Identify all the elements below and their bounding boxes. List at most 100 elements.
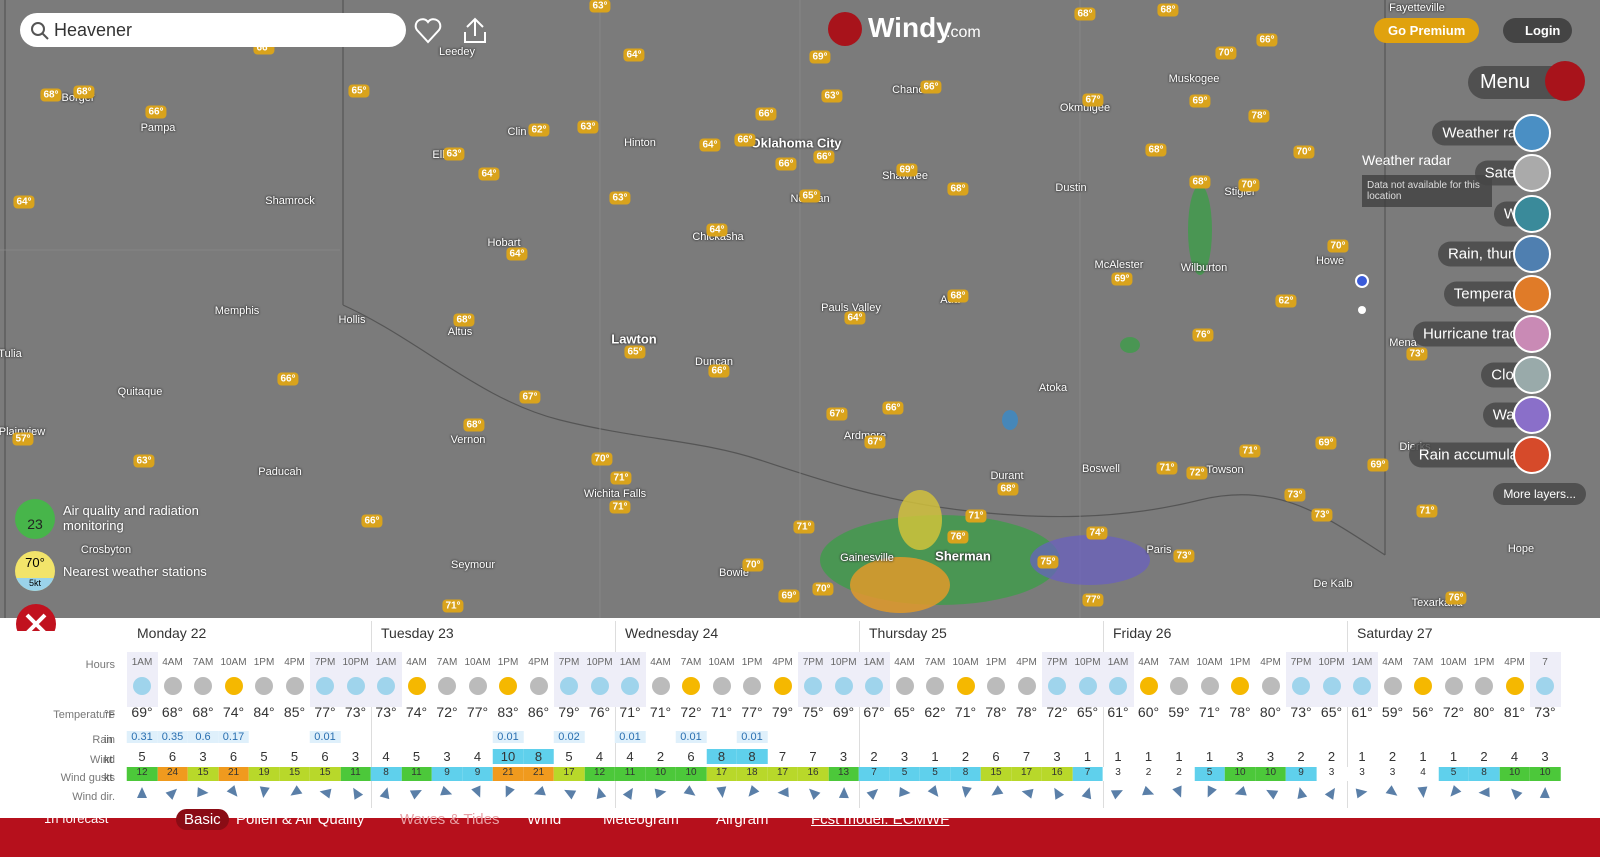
temperature: 65°: [1076, 704, 1099, 720]
wind: 1: [1205, 749, 1214, 764]
city-label: Hobart: [487, 237, 521, 249]
tab[interactable]: Meteogram: [603, 811, 679, 828]
wind-gust: 11: [614, 767, 646, 781]
wind-gust: 15: [187, 767, 219, 781]
temp-marker: 69°: [1189, 94, 1211, 108]
day-header: Saturday 27: [1357, 625, 1433, 641]
wind: 6: [321, 749, 329, 764]
layer-icon[interactable]: [1513, 436, 1551, 474]
wind: 5: [290, 749, 299, 764]
popup-title: Weather radar: [1362, 152, 1452, 168]
weather-icon: [682, 677, 700, 695]
model-selector[interactable]: Fcst model: ECMWF: [811, 811, 950, 828]
wind-arrow: [561, 785, 577, 800]
wind: 6: [687, 749, 695, 764]
wind-gust: 17: [1011, 767, 1042, 781]
wind: 4: [595, 749, 604, 764]
hour-label: 1PM: [253, 657, 275, 668]
temperature: 61°: [1107, 704, 1129, 720]
tab[interactable]: Pollen & Air Quality: [236, 811, 365, 828]
hour-label: 4PM: [1016, 657, 1037, 668]
station-icon[interactable]: 70° 5kt: [15, 551, 55, 591]
temperature: 76°: [588, 704, 611, 720]
temperature: 69°: [131, 704, 153, 720]
temperature: 78°: [1229, 704, 1251, 720]
wind-gust: 15: [309, 767, 341, 781]
temp-marker: 66°: [1256, 33, 1278, 47]
stations-label[interactable]: Nearest weather stations: [63, 564, 207, 579]
wind-gust: 17: [767, 767, 798, 781]
rain: 0.6: [187, 731, 219, 743]
temp-marker: 63°: [609, 191, 631, 205]
layer-icon[interactable]: [1513, 235, 1551, 273]
weather-icon: [1231, 677, 1249, 695]
wind: 3: [1236, 749, 1244, 764]
aq-label[interactable]: Air quality and radiation monitoring: [63, 503, 199, 533]
layer-button[interactable]: More layers...: [1493, 483, 1586, 505]
wind: 1: [1419, 749, 1427, 764]
weather-icon: [1475, 677, 1493, 695]
temp-marker: 66°: [277, 372, 299, 386]
layer-icon[interactable]: [1513, 356, 1551, 394]
weather-icon: [163, 677, 182, 695]
hour-label: 7PM: [558, 657, 580, 668]
tab[interactable]: Wind: [527, 811, 562, 828]
city-label: Paducah: [258, 466, 302, 478]
layer-icon[interactable]: [1513, 195, 1551, 233]
wind-arrow: [744, 785, 760, 800]
weather-icon: [285, 677, 304, 695]
forecast-1h[interactable]: 1h forecast: [44, 811, 109, 826]
temp-marker: 69°: [809, 50, 831, 64]
wind-arrow: [1385, 785, 1400, 800]
temp-marker: 71°: [1416, 504, 1438, 518]
wind-arrow: [1417, 786, 1429, 799]
hour-label: 1AM: [863, 657, 885, 668]
city-label: Howe: [1315, 255, 1345, 267]
wind-gust: 8: [370, 767, 402, 781]
weather-icon: [1444, 677, 1463, 695]
search-box[interactable]: Heavener: [20, 13, 406, 47]
temp-marker: 71°: [610, 471, 632, 485]
temp-marker: 66°: [734, 133, 756, 147]
menu-icon[interactable]: [1545, 61, 1585, 101]
temp-marker: 69°: [1315, 436, 1337, 450]
wind-gust: 21: [523, 767, 554, 781]
layer-icon[interactable]: [1513, 275, 1551, 313]
tab[interactable]: Basic: [176, 809, 229, 830]
layer-icon[interactable]: [1513, 154, 1551, 192]
hour-label: 1AM: [375, 657, 397, 668]
temp-marker: 68°: [947, 182, 969, 196]
layer-icon[interactable]: [1513, 396, 1551, 434]
rain: 0.01: [492, 731, 524, 743]
temp-marker: 64°: [623, 48, 645, 62]
city-label: Lawton: [611, 331, 657, 347]
hour-label: 1PM: [1473, 657, 1495, 668]
aq-index[interactable]: 23: [15, 499, 55, 539]
rain: 0.01: [614, 731, 646, 743]
wind-arrow: [959, 786, 972, 799]
layer-icon[interactable]: [1513, 114, 1551, 152]
wind-arrow: [1110, 785, 1126, 800]
wind-gust: 8: [950, 767, 981, 781]
temp-marker: 68°: [1074, 7, 1096, 21]
wind: 2: [1327, 749, 1336, 764]
temperature: 71°: [649, 704, 672, 720]
tab[interactable]: Airgram: [716, 811, 769, 828]
temperature: 74°: [405, 704, 428, 720]
temp-marker: 76°: [947, 530, 969, 544]
row-label: kt: [104, 754, 113, 766]
wind: 3: [199, 749, 207, 764]
login-button[interactable]: Login: [1503, 18, 1573, 43]
row-label: °F: [104, 709, 116, 721]
layer-icon[interactable]: [1513, 315, 1551, 353]
hour-label: 7AM: [192, 657, 214, 668]
row-label: Wind: [89, 754, 115, 766]
temperature: 81°: [1503, 704, 1526, 720]
premium-button[interactable]: Go Premium: [1374, 18, 1480, 43]
wind-arrow: [165, 785, 180, 800]
actions[interactable]: [414, 16, 494, 46]
temp-marker: 68°: [1157, 3, 1179, 17]
hour-label: 7AM: [1412, 657, 1434, 668]
tab[interactable]: Waves & Tides: [400, 811, 500, 828]
hour-label: 1AM: [1107, 657, 1129, 668]
